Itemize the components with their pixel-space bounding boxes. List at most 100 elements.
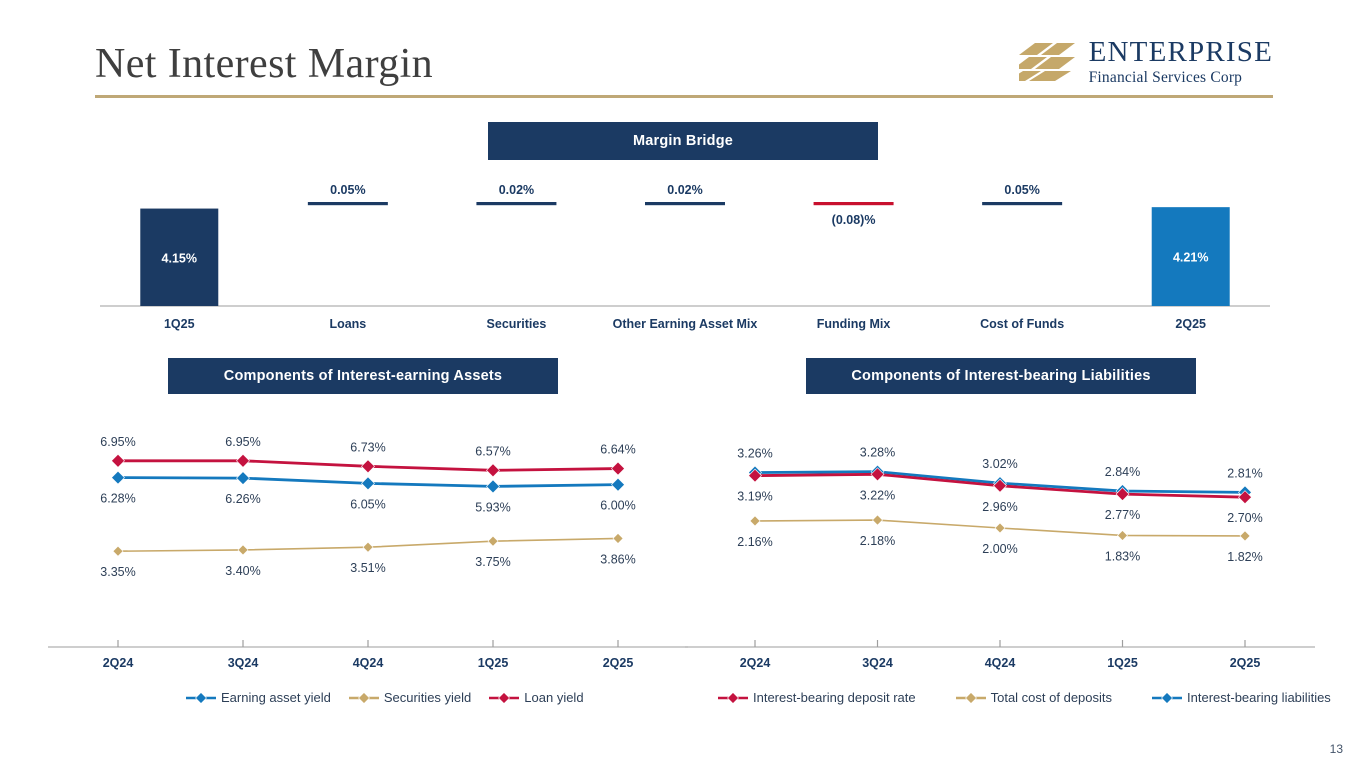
axis-category-label: 1Q25 xyxy=(1107,656,1138,670)
series-point-label: 6.64% xyxy=(600,443,635,457)
logo-company-name: ENTERPRISE xyxy=(1088,36,1273,68)
series-point-label: 2.16% xyxy=(737,535,772,549)
waterfall-connector-1 xyxy=(307,202,388,206)
series-point-label: 3.40% xyxy=(225,564,260,578)
legend-item-interest-bearing-deposit-rate[interactable]: Interest-bearing deposit rate xyxy=(718,690,916,705)
legend-item-total-cost-of-deposits[interactable]: Total cost of deposits xyxy=(955,690,1112,705)
waterfall-category-label: Securities xyxy=(487,317,547,331)
axis-category-label: 2Q25 xyxy=(1230,656,1261,670)
series-marker xyxy=(1238,490,1252,505)
series-marker xyxy=(111,470,125,485)
legend-swatch-icon xyxy=(955,691,986,704)
axis-category-label: 2Q24 xyxy=(740,656,771,670)
logo-text: ENTERPRISE Financial Services Corp xyxy=(1089,38,1273,86)
waterfall-category-label: Other Earning Asset Mix xyxy=(613,317,758,331)
legend-label: Loan yield xyxy=(524,690,584,705)
series-marker xyxy=(1117,530,1128,541)
series-point-label: 1.83% xyxy=(1105,549,1140,563)
series-marker xyxy=(1239,530,1251,542)
series-marker xyxy=(872,514,883,526)
series-point-label: 6.73% xyxy=(350,440,385,454)
waterfall-bar-2q25 xyxy=(1151,207,1230,306)
series-point-label: 6.00% xyxy=(600,499,635,513)
legend-label: Interest-bearing deposit rate xyxy=(753,690,916,705)
legend-label: Securities yield xyxy=(383,690,472,705)
margin-bridge-header: Margin Bridge xyxy=(488,122,878,160)
liabilities-chart-legend: Interest-bearing deposit rate Total cost … xyxy=(718,690,1331,705)
series-marker xyxy=(237,544,249,556)
waterfall-connector-value: 0.02% xyxy=(667,183,702,197)
series-point-label: 2.00% xyxy=(982,542,1017,556)
diagonal-stripes-logo-icon xyxy=(1018,42,1075,81)
series-marker xyxy=(993,478,1007,493)
series-marker xyxy=(748,468,762,483)
axis-category-label: 3Q24 xyxy=(862,656,893,670)
waterfall-connector-5 xyxy=(982,202,1063,206)
axis-category-label: 1Q25 xyxy=(478,656,509,670)
series-point-label: 3.35% xyxy=(100,565,135,579)
series-marker xyxy=(111,453,125,468)
series-point-label: 6.28% xyxy=(100,492,135,506)
legend-swatch-icon xyxy=(348,691,379,704)
margin-bridge-chart: 4.15% 1Q25 0.05% Loans 0.02% Securities 0.02% O… xyxy=(100,183,1270,331)
series-point-label: 3.86% xyxy=(600,552,635,566)
series-point-label: 6.57% xyxy=(475,444,510,458)
series-point-label: 6.95% xyxy=(225,435,260,449)
waterfall-category-label: Funding Mix xyxy=(817,317,891,331)
waterfall-category-label: Loans xyxy=(329,317,366,331)
waterfall-bar-value: 4.21% xyxy=(1173,251,1208,265)
logo-tagline: Financial Services Corp xyxy=(1088,69,1243,86)
series-point-label: 2.81% xyxy=(1227,466,1262,480)
series-marker xyxy=(612,532,624,544)
series-marker xyxy=(611,477,625,492)
series-marker xyxy=(362,541,374,553)
axis-category-label: 2Q24 xyxy=(103,656,134,670)
interest-earning-assets-chart: 6.95% 6.95% 6.73% 6.57% 6.64% 6.28% 6.26% 6.05%… xyxy=(48,435,688,670)
series-point-label: 2.77% xyxy=(1105,508,1140,522)
legend-item-securities-yield[interactable]: Securities yield xyxy=(348,690,472,705)
series-point-label: 3.02% xyxy=(982,457,1017,471)
series-marker xyxy=(112,545,124,557)
waterfall-connector-value: 0.05% xyxy=(330,183,365,197)
waterfall-category-label: Cost of Funds xyxy=(980,317,1064,331)
assets-chart-legend: Earning asset yield Securities yield Loan … xyxy=(186,690,584,705)
series-point-label: 1.82% xyxy=(1227,550,1262,564)
company-logo: ENTERPRISE Financial Services Corp xyxy=(1018,38,1273,86)
series-marker xyxy=(236,471,250,486)
waterfall-connector-value: 0.05% xyxy=(1004,183,1039,197)
page-number: 13 xyxy=(1329,742,1343,756)
axis-category-label: 2Q25 xyxy=(603,656,634,670)
series-point-label: 3.51% xyxy=(350,561,385,575)
legend-item-loan-yield[interactable]: Loan yield xyxy=(489,690,584,705)
series-point-label: 2.84% xyxy=(1105,465,1140,479)
axis-category-label: 4Q24 xyxy=(985,656,1016,670)
series-marker xyxy=(487,535,499,547)
legend-swatch-icon xyxy=(186,691,216,704)
series-marker xyxy=(611,461,625,476)
series-point-label: 3.26% xyxy=(737,447,772,461)
series-marker xyxy=(994,522,1006,534)
series-marker xyxy=(361,476,375,491)
series-marker xyxy=(749,515,761,527)
legend-item-earning-asset-yield[interactable]: Earning asset yield xyxy=(186,690,331,705)
legend-item-interest-bearing-liabilities[interactable]: Interest-bearing liabilities xyxy=(1152,690,1331,705)
axis-category-label: 4Q24 xyxy=(353,656,384,670)
waterfall-connector-value: (0.08)% xyxy=(832,213,876,227)
legend-swatch-icon xyxy=(718,691,748,704)
series-marker xyxy=(236,453,250,468)
waterfall-connector-3 xyxy=(645,202,725,206)
series-point-label: 3.75% xyxy=(475,555,510,569)
waterfall-category-label: 1Q25 xyxy=(164,317,195,331)
series-marker xyxy=(486,463,500,478)
series-point-label: 3.19% xyxy=(737,490,772,504)
waterfall-connector-4 xyxy=(813,202,894,206)
interest-bearing-liabilities-chart: 3.26% 3.28% 3.02% 2.84% 2.81% 3.19% 3.22% 2.96%… xyxy=(685,446,1315,670)
legend-swatch-icon xyxy=(1152,691,1183,704)
series-marker xyxy=(361,459,375,474)
legend-swatch-icon xyxy=(489,691,520,704)
series-point-label: 3.22% xyxy=(860,488,895,502)
waterfall-connector-value: 0.02% xyxy=(499,183,534,197)
series-point-label: 6.26% xyxy=(225,492,260,506)
waterfall-category-label: 2Q25 xyxy=(1175,317,1206,331)
